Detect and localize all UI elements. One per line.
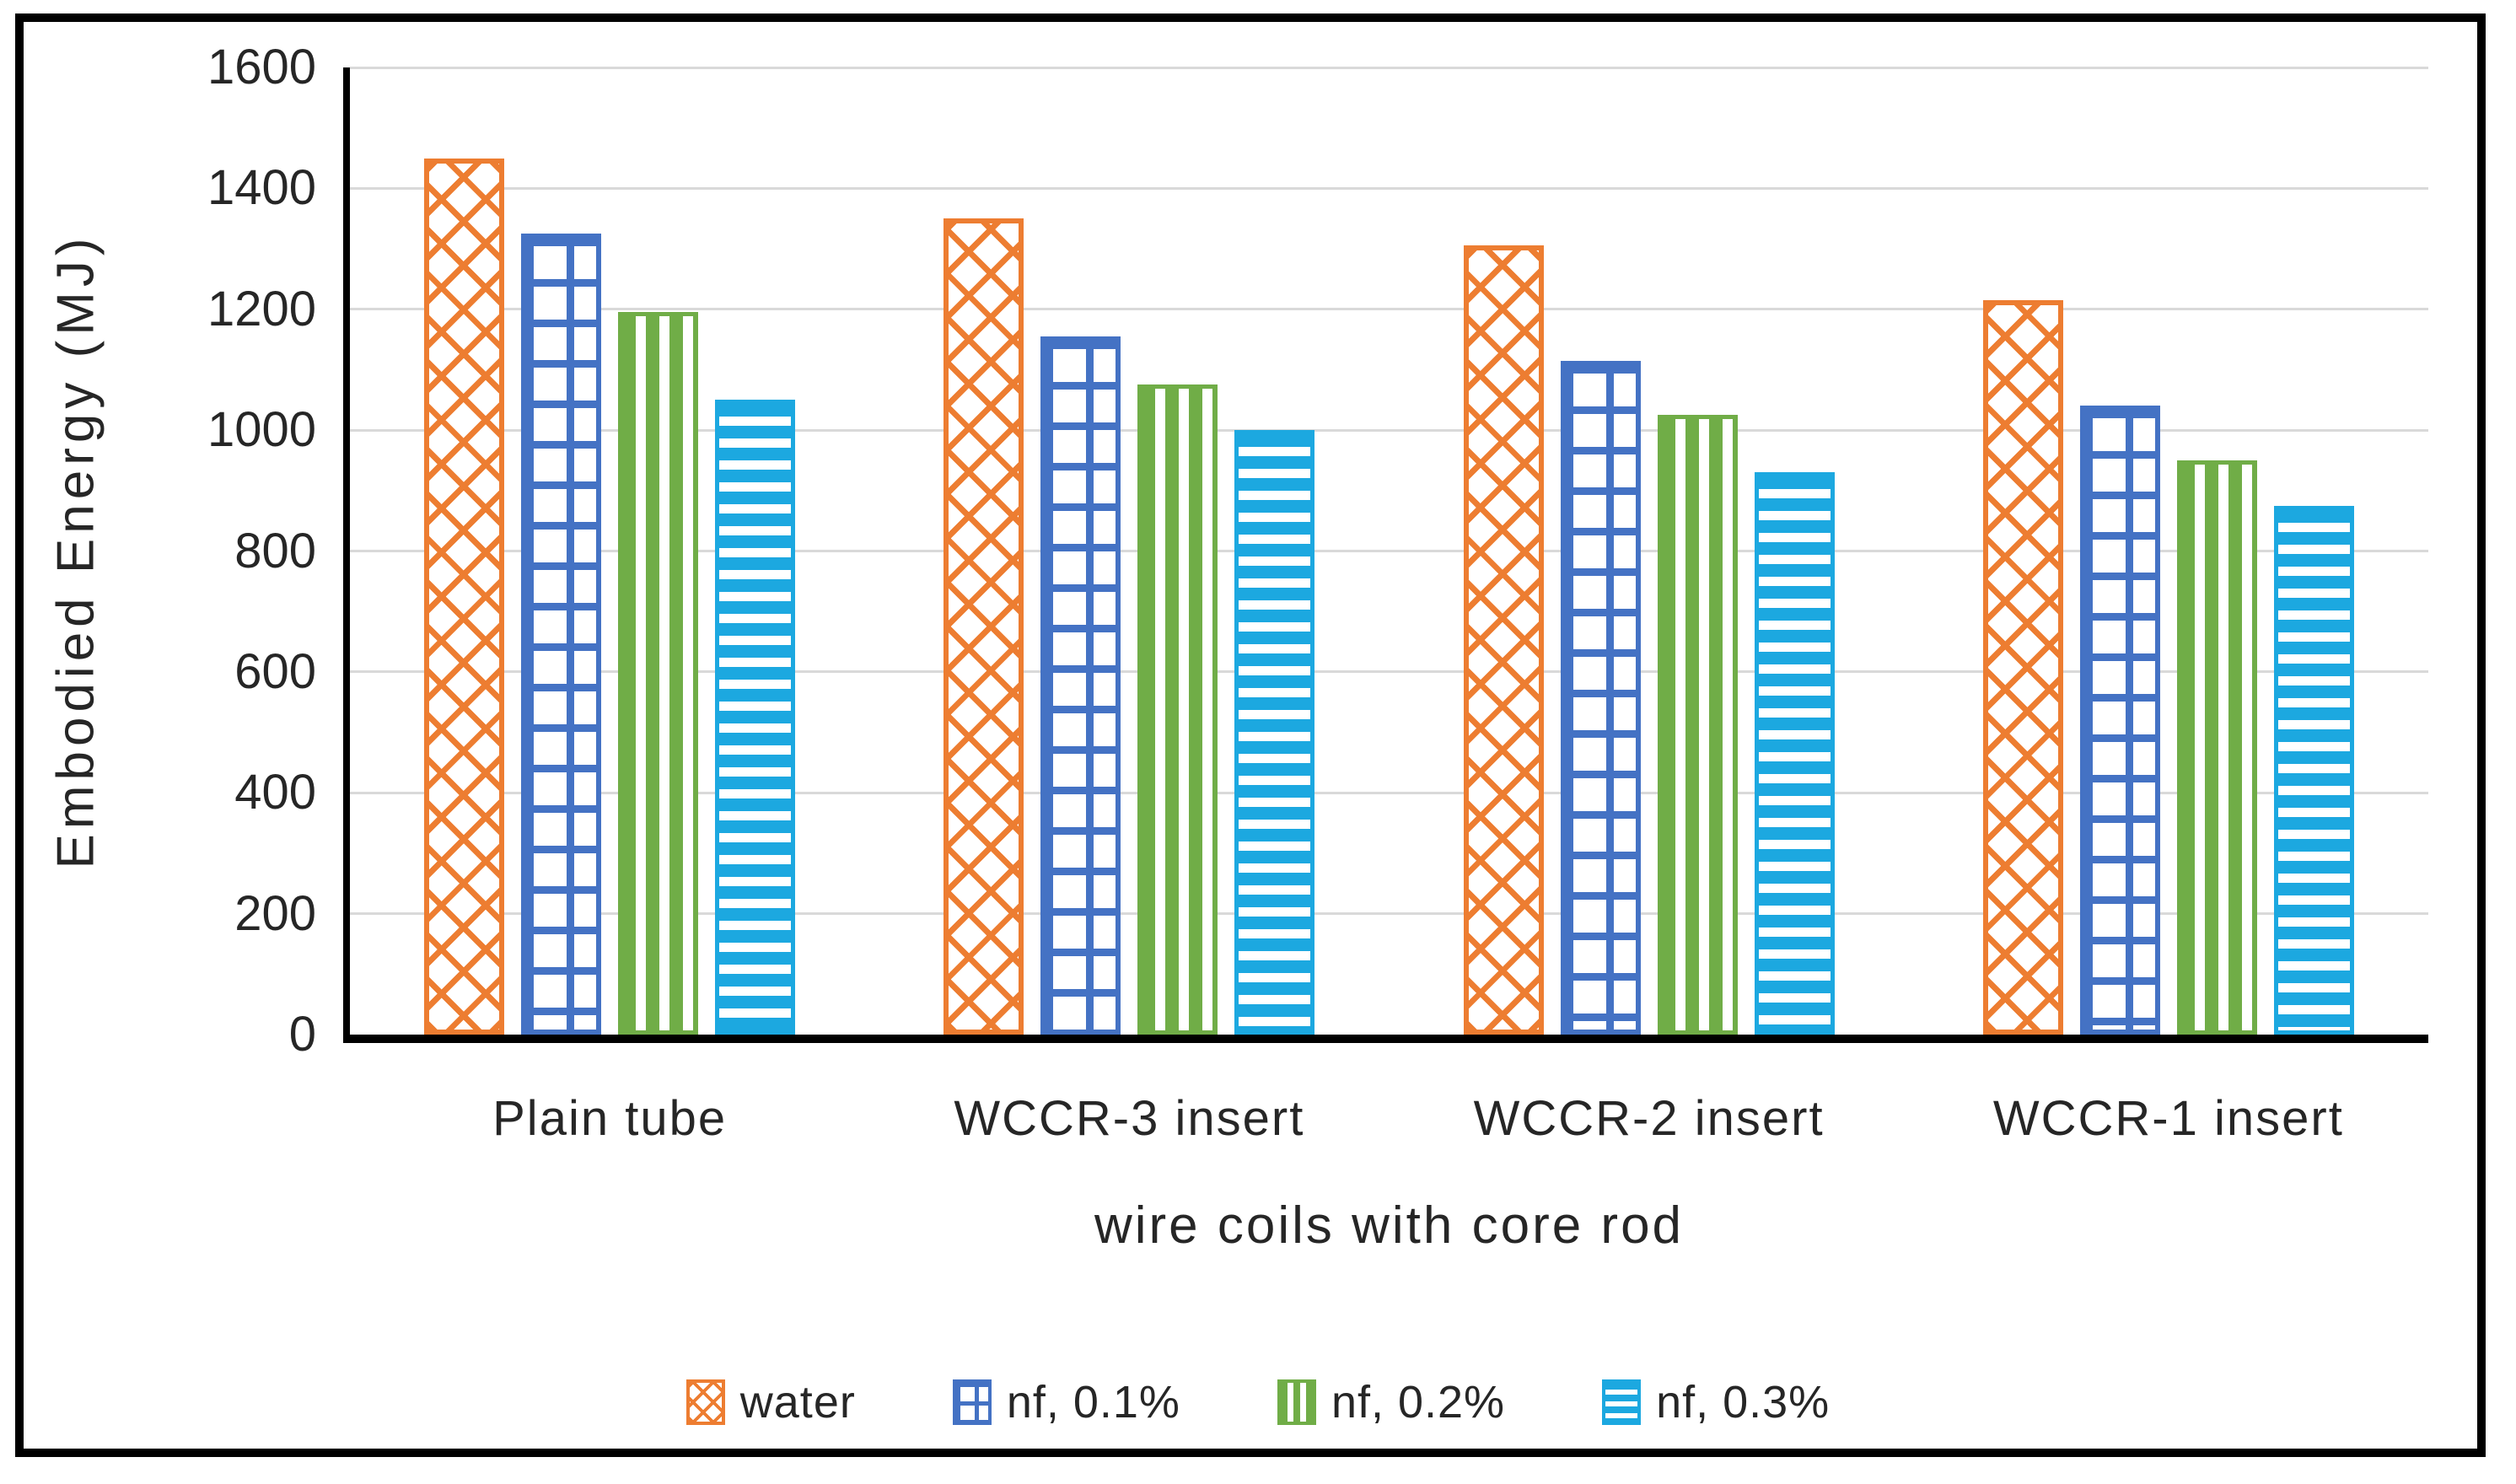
x-category-label-wccr-2-insert: WCCR-2 insert	[1473, 1091, 1825, 1146]
y-tick-label-1400: 1400	[207, 160, 316, 216]
legend: water nf, 0.1% nf, 0.2% nf, 0.3%	[0, 1376, 2516, 1428]
legend-swatch-nf-0-3-icon	[1602, 1379, 1642, 1425]
bar-nf-0-2-wccr-1-insert	[2176, 460, 2257, 1035]
gridline-1600	[350, 66, 2428, 69]
bar-nf-0-3-wccr-1-insert	[2273, 505, 2354, 1035]
gridline-800	[350, 550, 2428, 552]
x-category-label-wccr-3-insert: WCCR-3 insert	[954, 1091, 1305, 1146]
legend-label-nf-0-3: nf, 0.3%	[1656, 1377, 1831, 1428]
legend-item-nf-0-1: nf, 0.1%	[952, 1376, 1180, 1428]
bar-nf-0-3-wccr-2-insert	[1754, 472, 1835, 1035]
bar-nf-0-1-wccr-3-insert	[1040, 336, 1121, 1035]
y-tick-label-1600: 1600	[207, 40, 316, 94]
bar-water-plain-tube	[424, 158, 505, 1035]
legend-label-water: water	[739, 1377, 856, 1428]
y-tick-label-1200: 1200	[207, 281, 316, 336]
legend-label-nf-0-1: nf, 0.1%	[1006, 1377, 1180, 1428]
bar-water-wccr-1-insert	[1982, 299, 2063, 1035]
y-tick-label-800: 800	[234, 523, 316, 578]
bar-nf-0-2-wccr-2-insert	[1657, 415, 1738, 1035]
legend-item-nf-0-2: nf, 0.2%	[1277, 1376, 1505, 1428]
legend-item-nf-0-3: nf, 0.3%	[1602, 1376, 1830, 1428]
bar-nf-0-2-plain-tube	[618, 312, 699, 1035]
bar-nf-0-1-plain-tube	[521, 234, 602, 1035]
gridline-1000	[350, 428, 2428, 432]
x-axis-title: wire coils with core rod	[1094, 1196, 1685, 1255]
legend-item-water: water	[685, 1376, 856, 1428]
gridline-200	[350, 912, 2428, 916]
gridline-1400	[350, 186, 2428, 190]
bar-nf-0-1-wccr-1-insert	[2079, 406, 2160, 1035]
gridline-1200	[350, 308, 2428, 311]
bar-nf-0-2-wccr-3-insert	[1137, 384, 1218, 1035]
x-category-label-wccr-1-insert: WCCR-1 insert	[1992, 1091, 2344, 1146]
gridline-600	[350, 670, 2428, 674]
y-tick-label-400: 400	[234, 765, 316, 820]
legend-swatch-water-icon	[685, 1379, 725, 1425]
y-tick-label-1000: 1000	[207, 402, 316, 458]
gridline-400	[350, 791, 2428, 794]
y-axis-title-text: Embodied Energy (MJ)	[46, 233, 105, 869]
y-axis-line	[343, 67, 350, 1043]
y-axis-title: Embodied Energy (MJ)	[38, 67, 114, 1035]
legend-swatch-nf-0-2-icon	[1277, 1379, 1316, 1425]
y-tick-label-600: 600	[234, 643, 316, 699]
x-category-label-plain-tube: Plain tube	[492, 1091, 728, 1146]
legend-label-nf-0-2: nf, 0.2%	[1331, 1377, 1506, 1428]
bar-water-wccr-3-insert	[944, 218, 1024, 1035]
bar-nf-0-3-plain-tube	[715, 400, 796, 1035]
x-axis-line	[343, 1035, 2428, 1043]
y-tick-label-200: 200	[234, 885, 316, 941]
y-tick-label-0: 0	[288, 1007, 316, 1062]
bar-nf-0-3-wccr-3-insert	[1234, 430, 1315, 1035]
bar-nf-0-1-wccr-2-insert	[1560, 360, 1641, 1035]
legend-swatch-nf-0-1-icon	[952, 1379, 992, 1425]
bar-water-wccr-2-insert	[1463, 245, 1544, 1035]
